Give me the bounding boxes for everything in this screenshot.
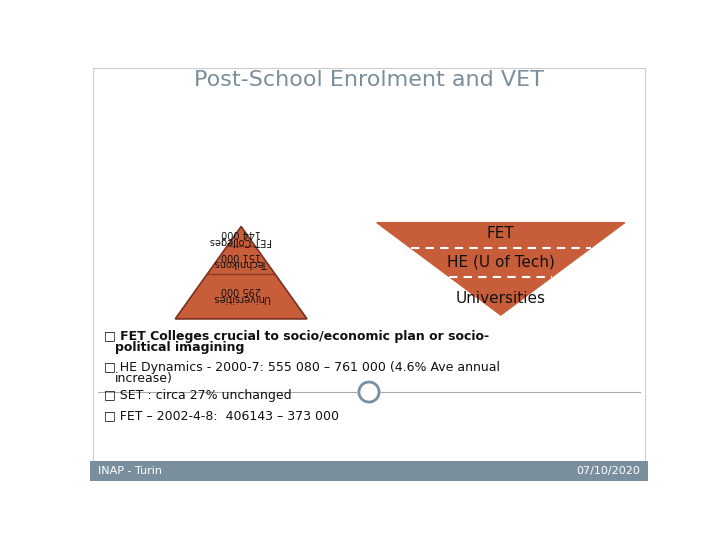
Text: □ SET : circa 27% unchanged: □ SET : circa 27% unchanged xyxy=(104,389,292,402)
Text: □ HE Dynamics - 2000-7: 555 080 – 761 000 (4.6% Ave annual: □ HE Dynamics - 2000-7: 555 080 – 761 00… xyxy=(104,361,500,374)
Text: INAP - Turin: INAP - Turin xyxy=(98,465,162,476)
Text: increase): increase) xyxy=(114,372,173,385)
Text: 151 000: 151 000 xyxy=(221,251,261,261)
Text: Post-School Enrolment and VET: Post-School Enrolment and VET xyxy=(194,70,544,90)
Text: political imagining: political imagining xyxy=(114,341,244,354)
Text: 07/10/2020: 07/10/2020 xyxy=(577,465,640,476)
Text: FET: FET xyxy=(487,226,515,241)
Polygon shape xyxy=(377,222,625,315)
Text: FET Colleges: FET Colleges xyxy=(210,236,272,246)
FancyBboxPatch shape xyxy=(90,461,648,481)
Text: Universities: Universities xyxy=(212,293,270,303)
Text: □ FET Colleges crucial to socio/economic plan or socio-: □ FET Colleges crucial to socio/economic… xyxy=(104,330,489,343)
Text: 295 000: 295 000 xyxy=(221,286,261,295)
Text: HE (U of Tech): HE (U of Tech) xyxy=(447,254,554,269)
Polygon shape xyxy=(175,226,307,319)
Text: 144 000: 144 000 xyxy=(221,228,261,239)
Text: Universities: Universities xyxy=(456,291,546,306)
Text: □ FET – 2002-4-8:  406143 – 373 000: □ FET – 2002-4-8: 406143 – 373 000 xyxy=(104,409,339,422)
Text: Technikons: Technikons xyxy=(215,259,268,268)
Circle shape xyxy=(358,381,380,403)
